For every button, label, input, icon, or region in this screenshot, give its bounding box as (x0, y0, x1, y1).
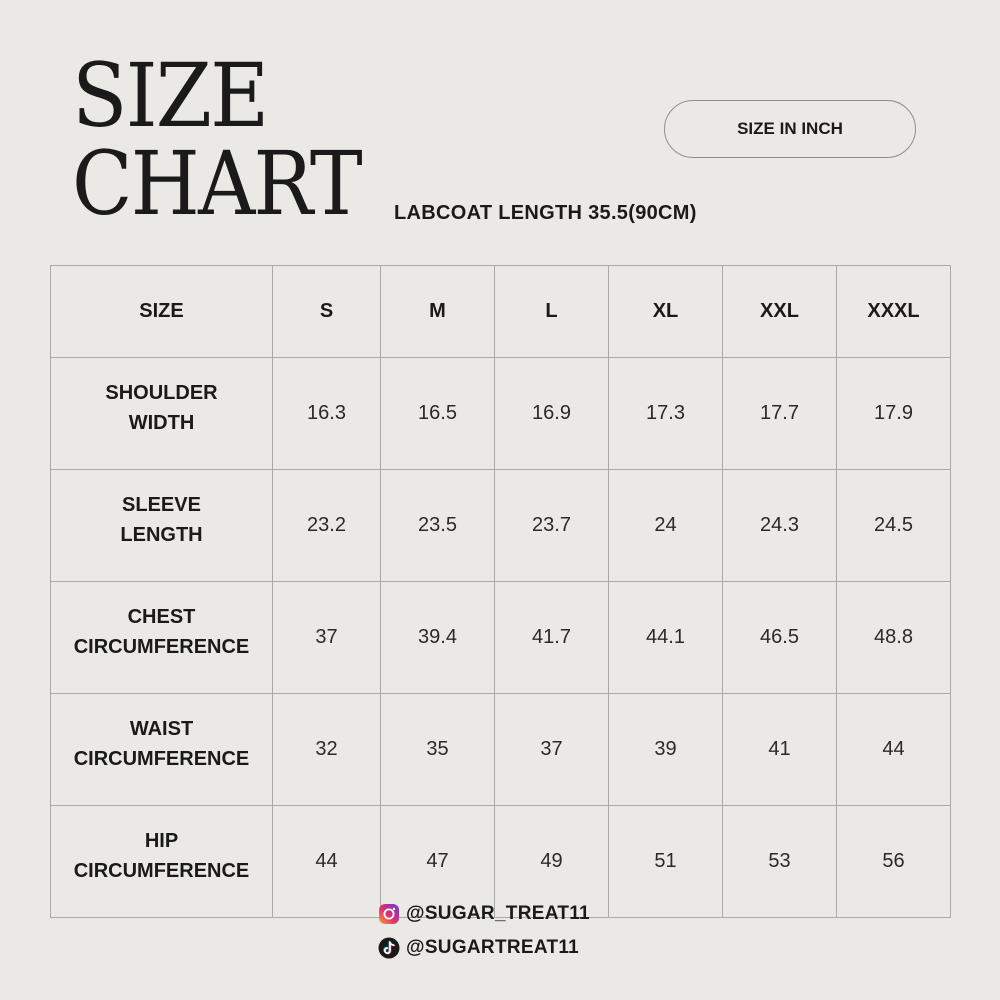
row-label-line: CIRCUMFERENCE (73, 747, 250, 770)
size-chart-table: SIZE S M L XL XXL XXXL SHOULDER WIDTH 16… (50, 265, 951, 918)
tiktok-handle[interactable]: @SUGARTREAT11 (378, 937, 579, 959)
table-cell: 24.3 (722, 469, 837, 582)
column-header: SIZE (50, 265, 273, 358)
table-cell: 16.9 (494, 357, 609, 470)
row-label-line: SHOULDER (105, 381, 218, 404)
table-cell: 44 (272, 805, 381, 918)
row-label: WAIST CIRCUMFERENCE (50, 693, 273, 806)
table-cell: 17.7 (722, 357, 837, 470)
column-header: S (272, 265, 381, 358)
row-label-line: WIDTH (128, 411, 195, 434)
column-header: L (494, 265, 609, 358)
row-label-line: LENGTH (120, 523, 203, 546)
row-label-line: CIRCUMFERENCE (73, 635, 250, 658)
table-cell: 44 (836, 693, 951, 806)
labcoat-length-note: LABCOAT LENGTH 35.5(90CM) (394, 202, 697, 224)
column-header: M (380, 265, 495, 358)
tiktok-handle-text: @SUGARTREAT11 (406, 937, 580, 958)
column-header: XL (608, 265, 723, 358)
table-cell: 39.4 (380, 581, 495, 694)
table-cell: 17.3 (608, 357, 723, 470)
tiktok-icon (378, 937, 400, 959)
table-cell: 41.7 (494, 581, 609, 694)
instagram-handle[interactable]: @SUGAR_TREAT11 (378, 903, 590, 925)
table-row: CHEST CIRCUMFERENCE 37 39.4 41.7 44.1 46… (50, 581, 951, 694)
unit-badge: SIZE IN INCH (664, 100, 916, 158)
page-title-line-2: CHART (72, 132, 363, 235)
row-label-line: CIRCUMFERENCE (73, 859, 250, 882)
row-label: SHOULDER WIDTH (50, 357, 273, 470)
table-cell: 48.8 (836, 581, 951, 694)
table-cell: 24 (608, 469, 723, 582)
row-label-line: CHEST (127, 605, 196, 628)
table-header-row: SIZE S M L XL XXL XXXL (50, 265, 951, 358)
table-cell: 39 (608, 693, 723, 806)
row-label: HIP CIRCUMFERENCE (50, 805, 273, 918)
table-cell: 16.5 (380, 357, 495, 470)
page-title-line-1: SIZE (72, 44, 269, 147)
column-header: XXL (722, 265, 837, 358)
table-cell: 35 (380, 693, 495, 806)
table-cell: 46.5 (722, 581, 837, 694)
table-cell: 17.9 (836, 357, 951, 470)
table-row: SLEEVE LENGTH 23.2 23.5 23.7 24 24.3 24.… (50, 469, 951, 582)
row-label-line: WAIST (129, 717, 194, 740)
instagram-icon (378, 903, 400, 925)
table-cell: 37 (494, 693, 609, 806)
table-cell: 41 (722, 693, 837, 806)
table-cell: 51 (608, 805, 723, 918)
table-cell: 44.1 (608, 581, 723, 694)
table-cell: 23.5 (380, 469, 495, 582)
unit-badge-label: SIZE IN INCH (737, 119, 843, 138)
table-cell: 24.5 (836, 469, 951, 582)
table-cell: 49 (494, 805, 609, 918)
table-row: WAIST CIRCUMFERENCE 32 35 37 39 41 44 (50, 693, 951, 806)
table-cell: 32 (272, 693, 381, 806)
table-row: SHOULDER WIDTH 16.3 16.5 16.9 17.3 17.7 … (50, 357, 951, 470)
table-cell: 23.7 (494, 469, 609, 582)
table-row: HIP CIRCUMFERENCE 44 47 49 51 53 56 (50, 805, 951, 918)
table-cell: 53 (722, 805, 837, 918)
row-label-line: SLEEVE (122, 493, 201, 516)
table-cell: 56 (836, 805, 951, 918)
table-cell: 16.3 (272, 357, 381, 470)
instagram-handle-text: @SUGAR_TREAT11 (406, 903, 590, 924)
table-cell: 47 (380, 805, 495, 918)
row-label: CHEST CIRCUMFERENCE (50, 581, 273, 694)
table-cell: 37 (272, 581, 381, 694)
row-label: SLEEVE LENGTH (50, 469, 273, 582)
column-header: XXXL (836, 265, 951, 358)
table-cell: 23.2 (272, 469, 381, 582)
row-label-line: HIP (144, 829, 179, 852)
